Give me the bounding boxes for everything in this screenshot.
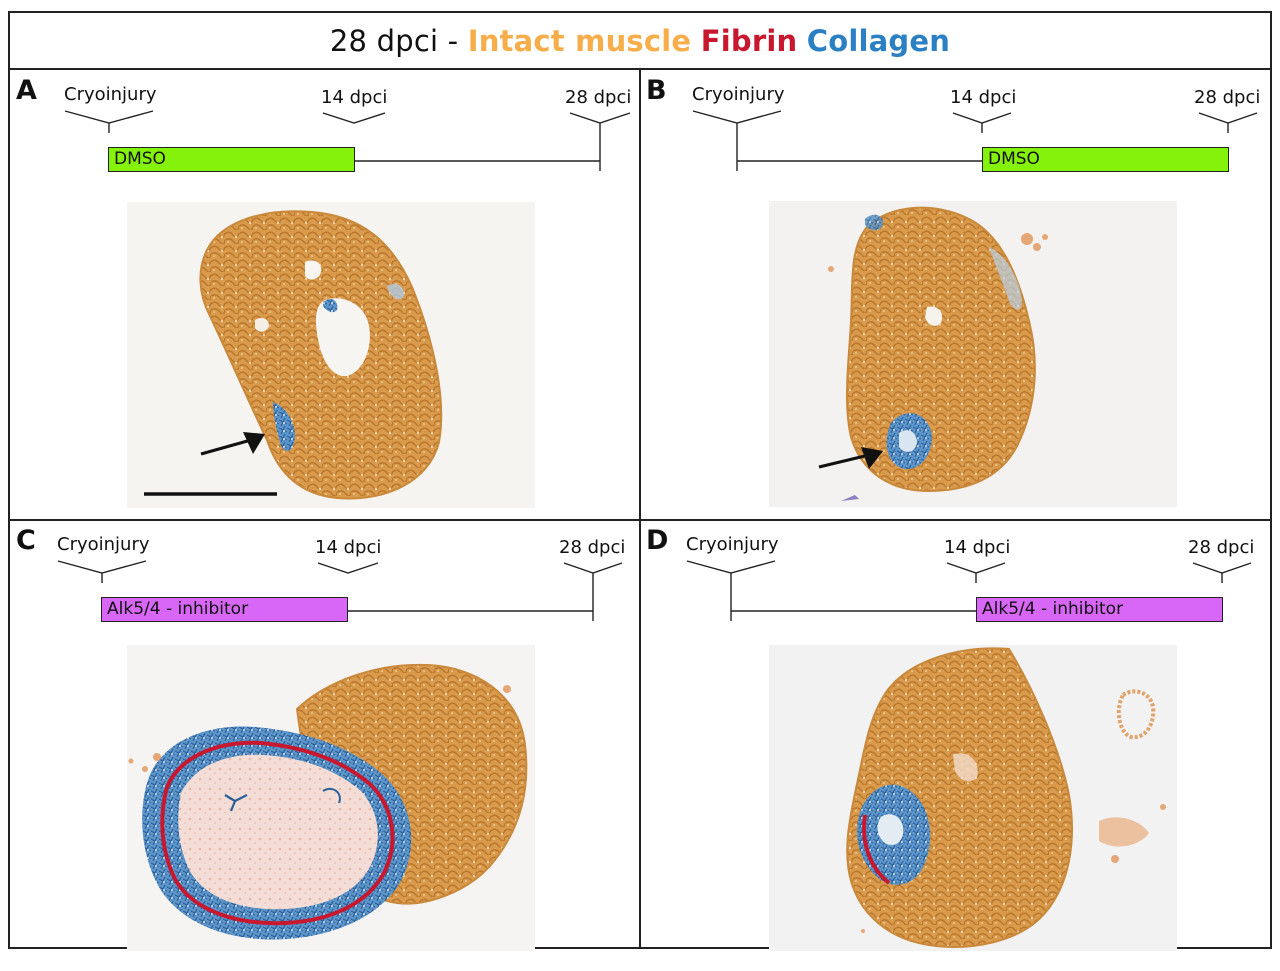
vertical-divider xyxy=(639,69,641,949)
title-intact-muscle: Intact muscle xyxy=(467,23,692,58)
panel-a: A Cryoinjury 14 dpci 28 dpci DMSO xyxy=(10,71,639,521)
panel-c: C Cryoinjury 14 dpci 28 dpci Alk5/4 - in… xyxy=(10,521,639,971)
label-28-dpci: 28 dpci xyxy=(559,537,626,558)
treatment-bar-dmso: DMSO xyxy=(982,147,1229,172)
title-fibrin: Fibrin xyxy=(700,23,798,58)
title-prefix: 28 dpci - xyxy=(329,23,459,58)
label-28-dpci: 28 dpci xyxy=(1188,537,1255,558)
label-14-dpci: 14 dpci xyxy=(321,87,388,108)
arrow-icon xyxy=(243,432,265,454)
label-28-dpci: 28 dpci xyxy=(1194,87,1261,108)
panel-letter-c: C xyxy=(16,525,36,556)
treatment-bar-dmso: DMSO xyxy=(108,147,355,172)
label-28-dpci: 28 dpci xyxy=(565,87,632,108)
timeline-b xyxy=(692,110,1258,171)
heart-section-image-b xyxy=(769,201,1177,507)
label-cryoinjury: Cryoinjury xyxy=(692,84,785,105)
timeline-a xyxy=(64,110,631,171)
panel-letter-d: D xyxy=(646,525,669,556)
label-cryoinjury: Cryoinjury xyxy=(57,534,150,555)
timeline-c xyxy=(57,560,623,621)
figure-title: 28 dpci - Intact muscle Fibrin Collagen xyxy=(10,13,1270,70)
heart-section-image-d xyxy=(769,645,1177,951)
panel-letter-b: B xyxy=(646,75,667,106)
label-cryoinjury: Cryoinjury xyxy=(686,534,779,555)
timeline-d xyxy=(686,560,1252,621)
arrow-icon xyxy=(861,447,883,469)
treatment-bar-inhibitor: Alk5/4 - inhibitor xyxy=(976,597,1223,622)
treatment-bar-inhibitor: Alk5/4 - inhibitor xyxy=(101,597,348,622)
heart-section-image-c xyxy=(127,645,535,951)
label-14-dpci: 14 dpci xyxy=(944,537,1011,558)
label-cryoinjury: Cryoinjury xyxy=(64,84,157,105)
panel-b: B Cryoinjury 14 dpci 28 dpci DMSO xyxy=(641,71,1270,521)
title-collagen: Collagen xyxy=(806,23,951,58)
figure-frame: 28 dpci - Intact muscle Fibrin Collagen … xyxy=(8,11,1272,951)
label-14-dpci: 14 dpci xyxy=(950,87,1017,108)
horizontal-divider xyxy=(10,519,1270,521)
panel-letter-a: A xyxy=(16,75,37,106)
heart-section-image-a xyxy=(127,202,535,508)
label-14-dpci: 14 dpci xyxy=(315,537,382,558)
panel-d: D Cryoinjury 14 dpci 28 dpci Alk5/4 - in… xyxy=(641,521,1270,971)
